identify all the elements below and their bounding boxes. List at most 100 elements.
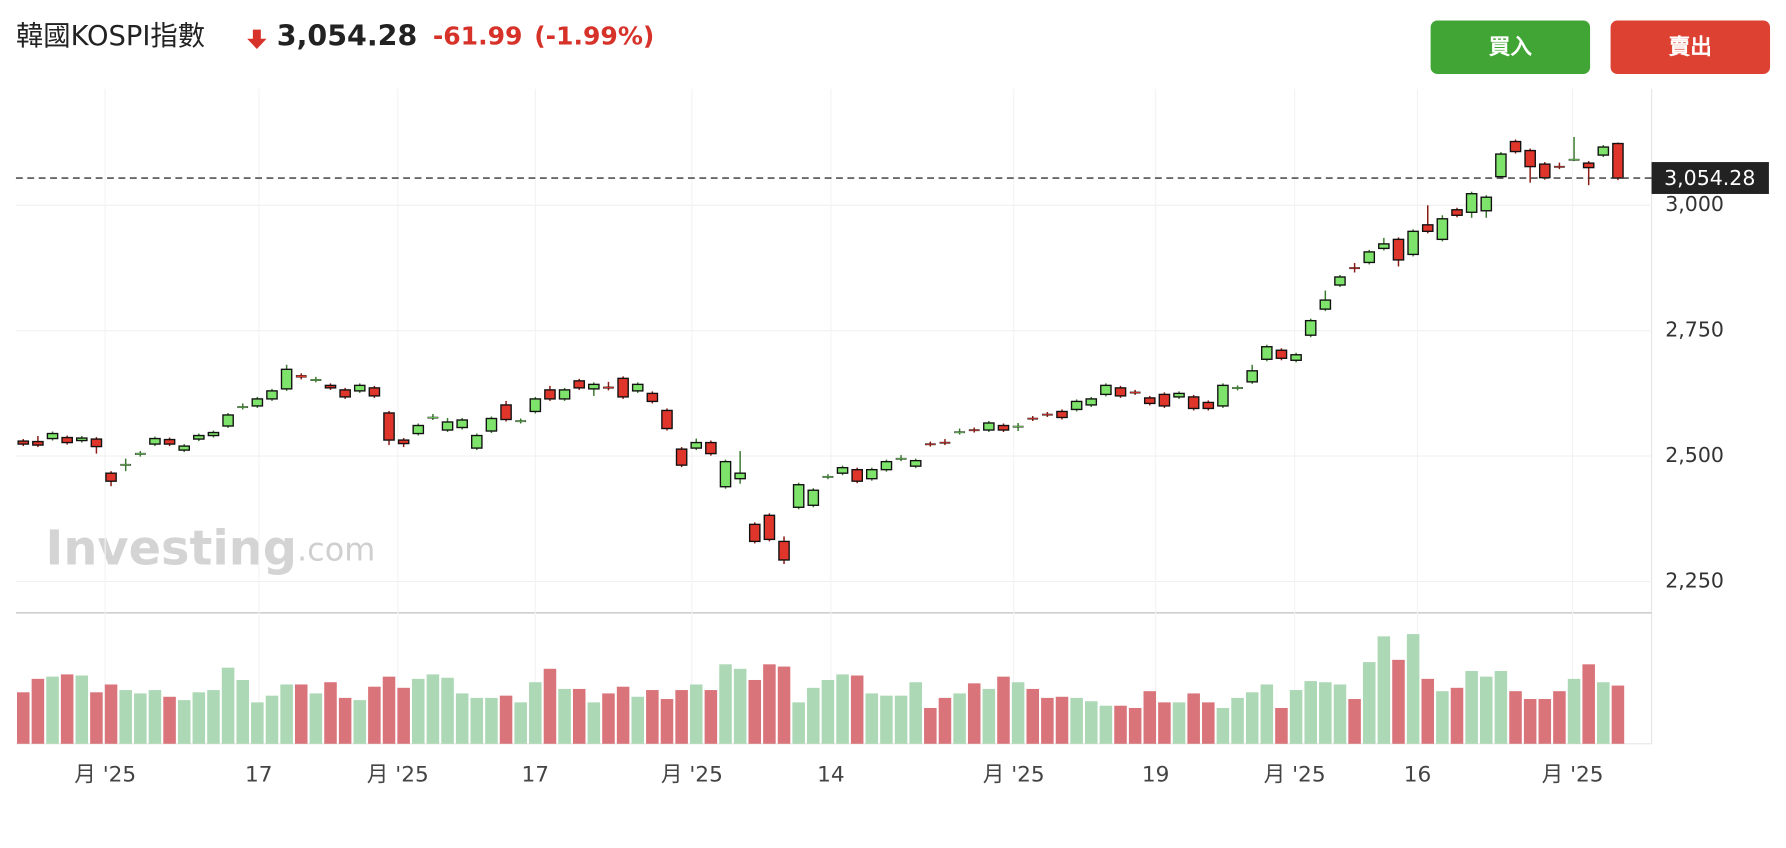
candle-body (1480, 196, 1493, 212)
candle-body (237, 406, 249, 409)
y-tick-label: 2,250 (1665, 569, 1724, 593)
candle-body (163, 438, 176, 445)
volume-bar (294, 684, 308, 744)
candle-body (75, 437, 88, 442)
volume-bar (924, 707, 937, 744)
volume-bar (646, 690, 659, 744)
candle-body (1100, 384, 1112, 396)
volume-bar (1465, 671, 1478, 744)
volume-bar (1026, 688, 1040, 744)
candle-body (46, 432, 59, 440)
volume-bar (1202, 702, 1215, 744)
sell-label[interactable]: 賣出 (1668, 35, 1712, 60)
volume-bar (777, 666, 791, 744)
volume-bar (236, 679, 249, 744)
candle-body (617, 377, 629, 398)
volume-bar (1406, 634, 1420, 744)
candle-body (1261, 346, 1273, 360)
candle-body (368, 387, 381, 397)
volume-bar (1333, 684, 1347, 744)
volume-bar (1114, 705, 1127, 744)
candle-body (441, 421, 454, 431)
volume-bar (836, 674, 849, 744)
candle-body (149, 437, 161, 445)
candle-body (778, 540, 790, 561)
candle-body (1158, 393, 1171, 407)
candle-body (544, 389, 556, 400)
volume-bar (177, 700, 191, 744)
candle-body (954, 431, 965, 434)
watermark-suffix: .com (297, 530, 375, 568)
volume-bar (1538, 699, 1552, 744)
volume-bar (426, 674, 440, 744)
volume-bar (455, 693, 469, 744)
last-price-tag (1651, 162, 1769, 194)
candle-body (1465, 193, 1478, 213)
candle-body (1187, 396, 1200, 410)
candle-body (836, 466, 849, 474)
candle-body (1085, 398, 1098, 406)
volume-bar (967, 683, 981, 744)
candle-body (558, 389, 571, 400)
volume-bar (31, 678, 45, 744)
volume-bar (207, 690, 220, 744)
volume-bar (309, 693, 323, 744)
candle-body (1056, 410, 1068, 419)
candle-body (1568, 158, 1580, 161)
x-tick-label: 14 (817, 763, 845, 788)
candle-body (280, 368, 293, 390)
watermark-main: Investing (46, 521, 297, 576)
candle-body (1217, 384, 1229, 407)
candle-body (822, 475, 834, 478)
candle-body (61, 436, 73, 444)
volume-bar (938, 697, 952, 744)
volume-bar (1041, 697, 1054, 744)
volume-bar (689, 684, 703, 744)
candle-body (1012, 425, 1024, 428)
volume-bar (807, 687, 820, 744)
candle-body (603, 386, 614, 389)
volume-bar (1289, 690, 1303, 744)
candle-body (412, 424, 425, 435)
candle-body (1042, 413, 1053, 416)
volume-bar (353, 700, 367, 744)
candle-body (295, 375, 307, 378)
volume-bar (1128, 707, 1142, 744)
candle-body (1173, 392, 1185, 398)
candle-body (383, 412, 395, 441)
candle-body (1363, 251, 1376, 264)
volume-bar (90, 692, 103, 744)
candle-body (193, 434, 205, 440)
volume-bar (514, 702, 527, 744)
buy-label[interactable]: 買入 (1489, 35, 1533, 60)
x-tick-label: 16 (1404, 763, 1432, 788)
y-tick-label: 3,000 (1665, 192, 1724, 216)
candle-body (573, 380, 586, 389)
candle-body (1143, 397, 1156, 405)
volume-bar (953, 693, 966, 744)
candle-body (1524, 149, 1536, 168)
volume-bar (368, 686, 381, 744)
candle-body (909, 459, 922, 467)
volume-bar (997, 676, 1010, 744)
last-price: 3,054.28 (277, 20, 417, 53)
volume-bar (1436, 691, 1449, 744)
candle-body (1554, 165, 1565, 168)
volume-bar (1597, 682, 1610, 744)
sell-button[interactable] (1610, 20, 1771, 75)
candle-body (500, 404, 512, 421)
volume-bar (1480, 676, 1493, 744)
candle-body (807, 489, 820, 506)
buy-button[interactable] (1430, 20, 1591, 75)
candle-body (1509, 140, 1522, 153)
candle-body (1334, 276, 1346, 286)
candle-body (646, 392, 659, 403)
x-tick-label: 月 '25 (1264, 763, 1326, 788)
volume-bar (792, 702, 805, 744)
change-percent: (-1.99%) (534, 22, 654, 51)
candle-body (1597, 146, 1610, 156)
volume-bar (382, 676, 396, 744)
volume-bar (704, 690, 718, 744)
x-tick-label: 月 '25 (1542, 763, 1604, 788)
volume-bar (324, 682, 337, 744)
